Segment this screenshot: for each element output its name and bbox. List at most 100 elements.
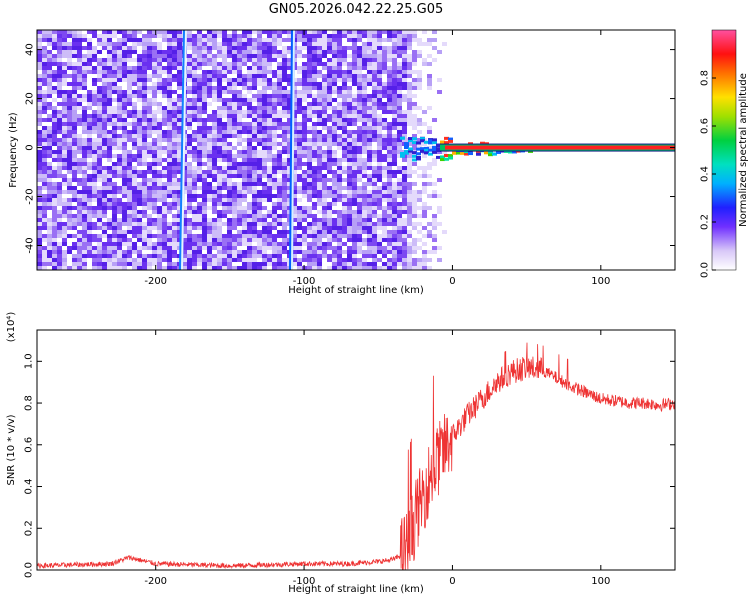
spectrogram-cell bbox=[207, 146, 212, 150]
spectrogram-cell bbox=[227, 170, 232, 174]
spectrogram-cell bbox=[422, 254, 427, 258]
spectrogram-cell bbox=[382, 170, 387, 174]
spectrogram-cell bbox=[237, 118, 242, 122]
spectrogram-cell bbox=[197, 94, 202, 98]
spectrogram-cell bbox=[327, 102, 332, 106]
spectrogram-cell bbox=[187, 210, 192, 214]
spectrogram-cell bbox=[382, 186, 387, 190]
spectrogram-cell bbox=[262, 54, 267, 58]
spectrogram-cell bbox=[72, 150, 77, 154]
spectrogram-cell bbox=[187, 154, 192, 158]
spectrogram-cell bbox=[77, 30, 82, 34]
spectrogram-cell bbox=[237, 122, 242, 126]
spectrogram-cell bbox=[62, 210, 67, 214]
spectrogram-cell bbox=[47, 258, 52, 262]
spectrogram-cell bbox=[347, 38, 352, 42]
spectrogram-cell bbox=[57, 122, 62, 126]
spectrogram-cell bbox=[137, 82, 142, 86]
spectrogram-cell bbox=[247, 138, 252, 142]
spectrogram-cell bbox=[117, 202, 122, 206]
spectrogram-cell bbox=[292, 254, 297, 258]
spectrogram-cell bbox=[112, 90, 117, 94]
spectrogram-cell bbox=[117, 170, 122, 174]
spectrogram-cell bbox=[77, 142, 82, 146]
spectrogram-cell bbox=[402, 110, 407, 114]
spectrogram-cell bbox=[342, 230, 347, 234]
spectrogram-cell bbox=[307, 186, 312, 190]
spectrogram-cell bbox=[367, 106, 372, 110]
spectrogram-cell bbox=[322, 206, 327, 210]
spectrogram-cell bbox=[117, 50, 122, 54]
spectrogram-cell bbox=[152, 42, 157, 46]
spectrogram-cell bbox=[52, 246, 57, 250]
spectrogram-cell bbox=[427, 106, 432, 110]
spectrogram-cell bbox=[262, 198, 267, 202]
spectrogram-cell bbox=[397, 246, 402, 250]
spectrogram-cell bbox=[152, 242, 157, 246]
spectrogram-cell bbox=[272, 174, 277, 178]
spectrogram-cell bbox=[302, 162, 307, 166]
spectrogram-cell bbox=[232, 30, 237, 34]
spectrogram-cell bbox=[77, 234, 82, 238]
spectrogram-cell bbox=[417, 206, 422, 210]
spectrogram-cell bbox=[362, 114, 367, 118]
spectrogram-cell bbox=[317, 130, 322, 134]
spectrogram-cell bbox=[227, 86, 232, 90]
spectrogram-cell bbox=[377, 126, 382, 130]
spectrogram-cell bbox=[337, 110, 342, 114]
spectrogram-cell bbox=[227, 210, 232, 214]
spectrogram-cell bbox=[187, 106, 192, 110]
spectrogram-cell bbox=[57, 202, 62, 206]
spectrogram-cell bbox=[282, 266, 287, 270]
spectrogram-cell bbox=[267, 98, 272, 102]
spectrogram-cell bbox=[392, 34, 397, 38]
spectrogram-cell bbox=[142, 126, 147, 130]
spectrogram-cell bbox=[172, 90, 177, 94]
spectrogram-cell bbox=[412, 86, 417, 90]
spectrogram-cell bbox=[312, 126, 317, 130]
spectrogram-cell bbox=[362, 198, 367, 202]
spectrogram-cell bbox=[72, 114, 77, 118]
spectrogram-cell bbox=[152, 58, 157, 62]
spectrogram-cell bbox=[282, 250, 287, 254]
spectrogram-cell bbox=[212, 194, 217, 198]
spectrogram-cell bbox=[142, 86, 147, 90]
spectrogram-cell bbox=[427, 42, 432, 46]
spectrogram-cell bbox=[187, 122, 192, 126]
spectrogram-cell bbox=[52, 58, 57, 62]
spectrogram-cell bbox=[257, 46, 262, 50]
spectrogram-cell bbox=[317, 210, 322, 214]
spectrogram-cell bbox=[77, 106, 82, 110]
spectrogram-cell bbox=[67, 190, 72, 194]
spectrogram-cell bbox=[207, 190, 212, 194]
spectrogram-cell bbox=[257, 242, 262, 246]
signal-cell bbox=[448, 154, 453, 158]
spectrogram-cell bbox=[212, 218, 217, 222]
spectrogram-cell bbox=[267, 34, 272, 38]
spectrogram-cell bbox=[222, 154, 227, 158]
spectrogram-cell bbox=[147, 262, 152, 266]
spectrogram-cell bbox=[347, 210, 352, 214]
spectrogram-cell bbox=[402, 246, 407, 250]
spectrogram-cell bbox=[242, 174, 247, 178]
spectrogram-cell bbox=[397, 230, 402, 234]
spectrogram-cell bbox=[347, 102, 352, 106]
spectrogram-cell bbox=[52, 150, 57, 154]
spectrogram-cell bbox=[242, 258, 247, 262]
spectrogram-cell bbox=[157, 162, 162, 166]
spectrogram-cell bbox=[262, 162, 267, 166]
spectrogram-cell bbox=[77, 102, 82, 106]
spectrogram-cell bbox=[47, 198, 52, 202]
spectrogram-cell bbox=[202, 130, 207, 134]
spectrogram-cell bbox=[142, 98, 147, 102]
snr-frame bbox=[36, 329, 676, 571]
spectrogram-cell bbox=[432, 238, 437, 242]
spectrogram-cell bbox=[72, 126, 77, 130]
spectrogram-cell bbox=[377, 50, 382, 54]
spectrogram-cell bbox=[157, 150, 162, 154]
spectrogram-cell bbox=[152, 46, 157, 50]
spectrogram-cell bbox=[52, 34, 57, 38]
spectrogram-cell bbox=[332, 30, 337, 34]
spectrogram-cell bbox=[212, 186, 217, 190]
spectrogram-cell bbox=[102, 46, 107, 50]
